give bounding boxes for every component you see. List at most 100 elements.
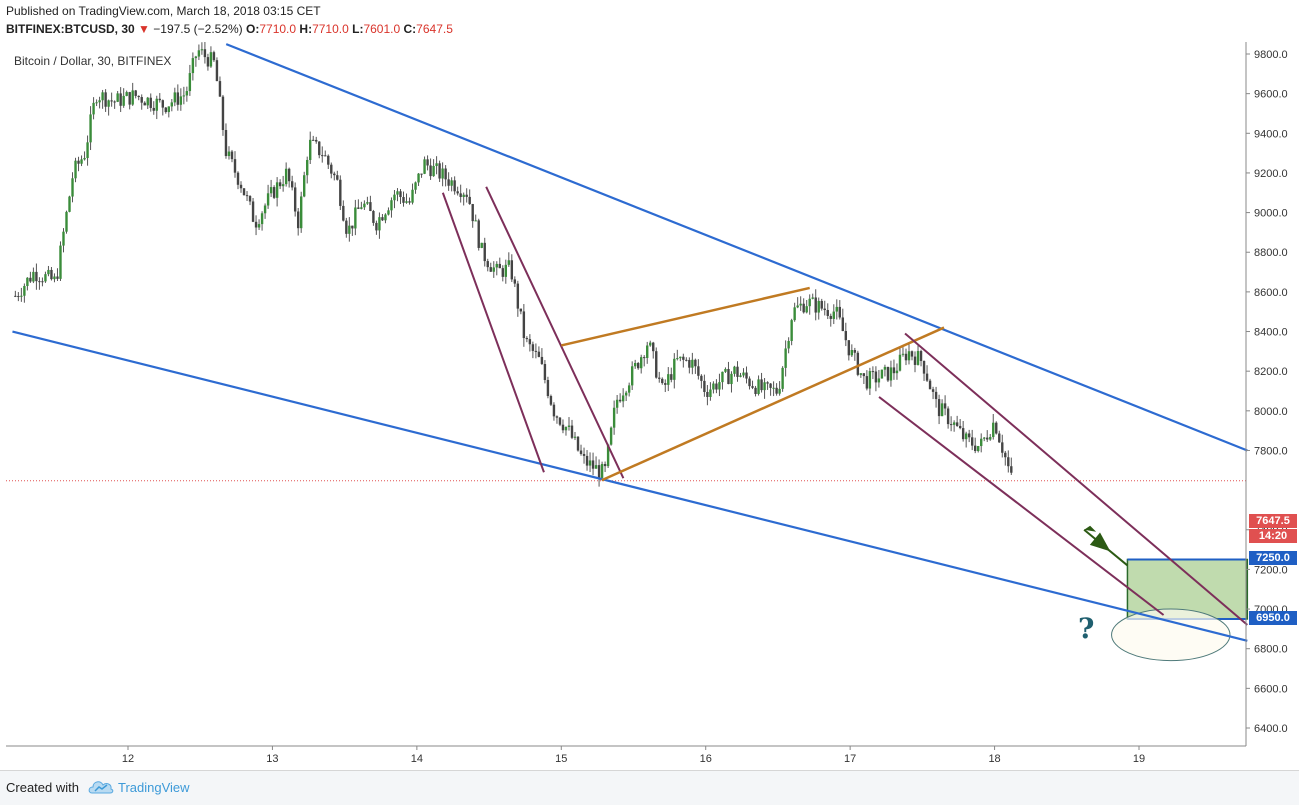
candle-body — [233, 159, 237, 173]
candle-body — [778, 388, 781, 394]
x-tick-label: 16 — [700, 753, 712, 765]
second-channel-upper[interactable] — [904, 332, 1248, 626]
candle-body — [357, 207, 360, 209]
candle-body — [643, 357, 646, 359]
candle-body — [272, 187, 276, 198]
candle-body — [140, 97, 143, 103]
tradingview-link[interactable]: TradingView — [118, 780, 190, 795]
candle-body — [558, 417, 562, 425]
lower-zone-tag: 6950.0 — [1249, 611, 1297, 625]
candle-body — [871, 371, 875, 373]
candle-body — [787, 340, 790, 349]
candle-body — [715, 383, 718, 390]
question-ellipse[interactable] — [1111, 608, 1231, 662]
candle-body — [218, 81, 222, 97]
candle-body — [880, 369, 884, 379]
candle-body — [321, 155, 324, 157]
candle-body — [522, 311, 526, 339]
candle-body — [263, 205, 267, 214]
chart-header: Published on TradingView.com, March 18, … — [0, 0, 1299, 42]
candle-body — [820, 300, 823, 309]
last-price-tag: 7647.5 — [1249, 514, 1297, 528]
y-tick-label: 9400.0 — [1254, 128, 1288, 140]
candle-body — [182, 95, 186, 97]
candle-body — [588, 460, 592, 466]
candle-body — [59, 245, 62, 279]
candle-body — [486, 261, 489, 268]
candle-body — [480, 242, 483, 248]
candle-body — [414, 182, 417, 190]
candle-body — [742, 372, 745, 376]
candle-body — [432, 165, 435, 177]
wedge-upper-line[interactable] — [561, 286, 810, 347]
candle-body — [396, 191, 399, 195]
candle-body — [438, 163, 441, 179]
candle-body — [528, 339, 532, 345]
candle-body — [417, 173, 420, 183]
chart-title: Bitcoin / Dollar, 30, BITFINEX — [14, 54, 171, 68]
candle-body — [892, 367, 896, 374]
candle-body — [477, 220, 480, 248]
y-tick-label: 8600.0 — [1254, 287, 1288, 299]
candle-body — [709, 389, 712, 397]
candle-body — [913, 356, 917, 365]
first-channel-line-b[interactable] — [485, 186, 625, 479]
price-chart[interactable]: 9800.0 9600.0 9400.0 9200.0 9000.0 8800.0 8600… — [0, 42, 1299, 770]
candle-body — [618, 399, 622, 402]
candle-body — [832, 311, 835, 319]
candle-body — [426, 159, 429, 166]
candle-body — [790, 320, 793, 341]
candle-body — [817, 300, 820, 313]
candle-body — [630, 366, 634, 386]
candle-body — [104, 92, 107, 107]
y-tick-label: 7800.0 — [1254, 445, 1288, 457]
candle-body — [92, 102, 95, 115]
candle-body — [47, 269, 50, 275]
candle-body — [772, 387, 775, 389]
candle-body — [149, 97, 152, 108]
candle-body — [802, 303, 805, 313]
candle-body — [351, 225, 354, 229]
candle-body — [814, 297, 817, 313]
candle-body — [760, 379, 763, 391]
candle-body — [227, 151, 231, 157]
candle-body — [336, 175, 339, 180]
upper-trendline[interactable] — [225, 43, 1248, 452]
candle-body — [1004, 452, 1007, 458]
first-channel-line-a[interactable] — [441, 192, 545, 473]
wedge-lower-line[interactable] — [601, 326, 945, 482]
candle-body — [137, 95, 140, 98]
candle-body — [859, 373, 863, 375]
upper-zone-tag: 7250.0 — [1249, 551, 1297, 565]
second-channel-lower[interactable] — [878, 396, 1165, 616]
y-tick-label: 7200.0 — [1254, 564, 1288, 576]
candle-body — [113, 101, 116, 103]
candle-body — [567, 425, 571, 427]
candle-body — [152, 107, 155, 111]
candle-body — [591, 460, 595, 469]
lower-trendline[interactable] — [12, 330, 1248, 642]
candle-body — [363, 203, 366, 208]
candle-body — [730, 373, 733, 385]
countdown-tag: 14:20 — [1249, 529, 1297, 543]
candle-body — [185, 91, 189, 96]
candle-body — [369, 202, 372, 212]
y-tick-label: 8400.0 — [1254, 327, 1288, 339]
candle-body — [1001, 442, 1004, 453]
candle-body — [32, 271, 35, 282]
candle-body — [212, 52, 216, 61]
candle-body — [390, 200, 393, 211]
candle-body — [612, 407, 616, 428]
candle-body — [967, 433, 971, 438]
candle-body — [615, 399, 619, 408]
candle-body — [411, 189, 414, 203]
candle-body — [516, 283, 520, 309]
candle-body — [224, 130, 228, 157]
candle-body — [757, 379, 760, 394]
candle-body — [874, 371, 878, 383]
candle-body — [1010, 466, 1013, 473]
y-tick-label: 9000.0 — [1254, 208, 1288, 220]
candle-body — [877, 378, 881, 383]
candle-body — [143, 102, 146, 106]
candle-body — [603, 464, 607, 467]
